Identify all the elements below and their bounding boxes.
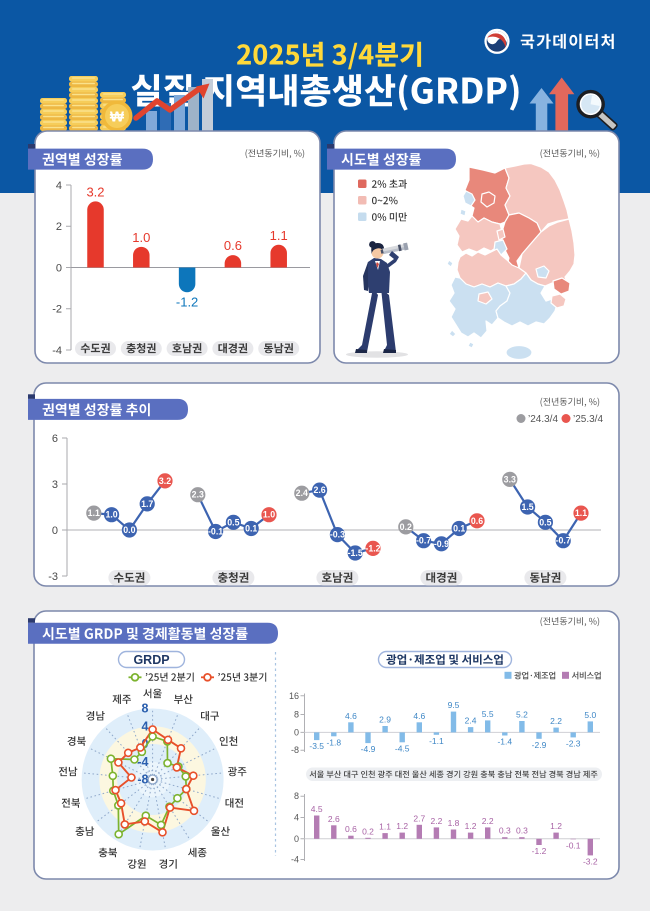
svg-text:-4: -4 [291,855,299,865]
svg-text:2.9: 2.9 [379,715,391,725]
svg-text:2.4: 2.4 [296,488,308,498]
svg-text:-0.1: -0.1 [566,840,581,850]
svg-text:-0.7: -0.7 [416,536,431,546]
svg-text:8: 8 [294,710,299,720]
svg-text:8: 8 [142,702,149,716]
svg-text:4: 4 [294,813,299,823]
svg-text:4: 4 [56,180,62,192]
svg-text:1.2: 1.2 [465,821,477,831]
svg-text:2.6: 2.6 [313,485,325,495]
svg-text:1.0: 1.0 [263,510,275,520]
svg-text:-1.2: -1.2 [365,543,380,553]
svg-text:GRDP: GRDP [133,653,169,667]
svg-text:4.5: 4.5 [311,804,323,814]
svg-text:-1.4: -1.4 [497,736,512,746]
svg-text:-3: -3 [48,571,58,583]
svg-text:1.7: 1.7 [141,499,153,509]
svg-text:1.1: 1.1 [379,822,391,832]
svg-text:9.5: 9.5 [448,700,460,710]
svg-text:0.6: 0.6 [471,516,483,526]
svg-text:1.8: 1.8 [448,818,460,828]
svg-text:-0.9: -0.9 [434,539,449,549]
svg-text:-1.2: -1.2 [532,846,547,856]
svg-text:0.3: 0.3 [516,826,528,836]
svg-text:2.4: 2.4 [465,716,477,726]
svg-text:8: 8 [294,791,299,801]
svg-text:1.1: 1.1 [88,508,100,518]
svg-text:-0.7: -0.7 [556,536,571,546]
svg-text:-1.5: -1.5 [348,548,363,558]
svg-text:-0.3: -0.3 [330,530,345,540]
svg-text:0.6: 0.6 [345,824,357,834]
svg-text:0.2: 0.2 [400,522,412,532]
svg-text:-8: -8 [137,773,148,787]
svg-text:0: 0 [56,262,62,274]
svg-text:5.5: 5.5 [482,709,494,719]
svg-text:16: 16 [289,691,299,701]
svg-text:1.0: 1.0 [132,230,150,245]
svg-text:-1.8: -1.8 [326,737,341,747]
svg-text:’24.3/4: ’24.3/4 [528,414,558,425]
svg-text:5.2: 5.2 [516,710,528,720]
svg-text:0: 0 [294,727,299,737]
svg-text:3: 3 [52,479,58,491]
svg-text:6: 6 [52,433,58,445]
svg-text:1.0: 1.0 [105,510,117,520]
svg-text:0.3: 0.3 [499,826,511,836]
svg-text:0.6: 0.6 [224,238,242,253]
svg-text:-1.1: -1.1 [429,736,444,746]
svg-text:3.2: 3.2 [159,476,171,486]
svg-text:2.2: 2.2 [550,716,562,726]
svg-text:-4.9: -4.9 [361,744,376,754]
svg-text:2.6: 2.6 [328,814,340,824]
svg-text:-8: -8 [291,745,299,755]
svg-text:0: 0 [294,834,299,844]
svg-text:’25.3/4: ’25.3/4 [573,414,603,425]
svg-text:0.5: 0.5 [539,517,551,527]
svg-text:0.1: 0.1 [245,523,257,533]
svg-text:-2: -2 [52,304,62,316]
svg-text:2.3: 2.3 [192,490,204,500]
svg-text:1.2: 1.2 [396,821,408,831]
svg-text:₩: ₩ [110,109,125,126]
svg-text:1.1: 1.1 [270,228,288,243]
svg-text:5.0: 5.0 [584,710,596,720]
svg-text:2.7: 2.7 [413,813,425,823]
svg-text:0.2: 0.2 [362,826,374,836]
svg-text:0.5: 0.5 [227,517,239,527]
svg-text:-4: -4 [137,755,148,769]
svg-text:4: 4 [142,719,149,733]
svg-text:3.2: 3.2 [86,184,104,199]
svg-text:2.2: 2.2 [430,816,442,826]
svg-text:0.0: 0.0 [123,525,135,535]
svg-text:1.1: 1.1 [575,508,587,518]
svg-text:4.6: 4.6 [413,711,425,721]
svg-text:-4: -4 [52,345,62,357]
svg-text:2.2: 2.2 [482,816,494,826]
svg-text:0: 0 [142,737,149,751]
svg-text:-4.5: -4.5 [395,743,410,753]
svg-text:2: 2 [56,221,62,233]
svg-text:-2.9: -2.9 [532,740,547,750]
svg-text:-1.2: -1.2 [176,294,198,309]
svg-text:-0.1: -0.1 [208,527,223,537]
svg-text:4.6: 4.6 [345,711,357,721]
svg-text:-3.2: -3.2 [583,856,598,866]
svg-text:-2.3: -2.3 [566,738,581,748]
svg-text:1.2: 1.2 [550,821,562,831]
svg-text:3.3: 3.3 [504,474,516,484]
svg-text:1.5: 1.5 [521,502,533,512]
svg-text:0: 0 [52,525,58,537]
svg-text:0.1: 0.1 [453,523,465,533]
svg-text:-3.5: -3.5 [309,741,324,751]
